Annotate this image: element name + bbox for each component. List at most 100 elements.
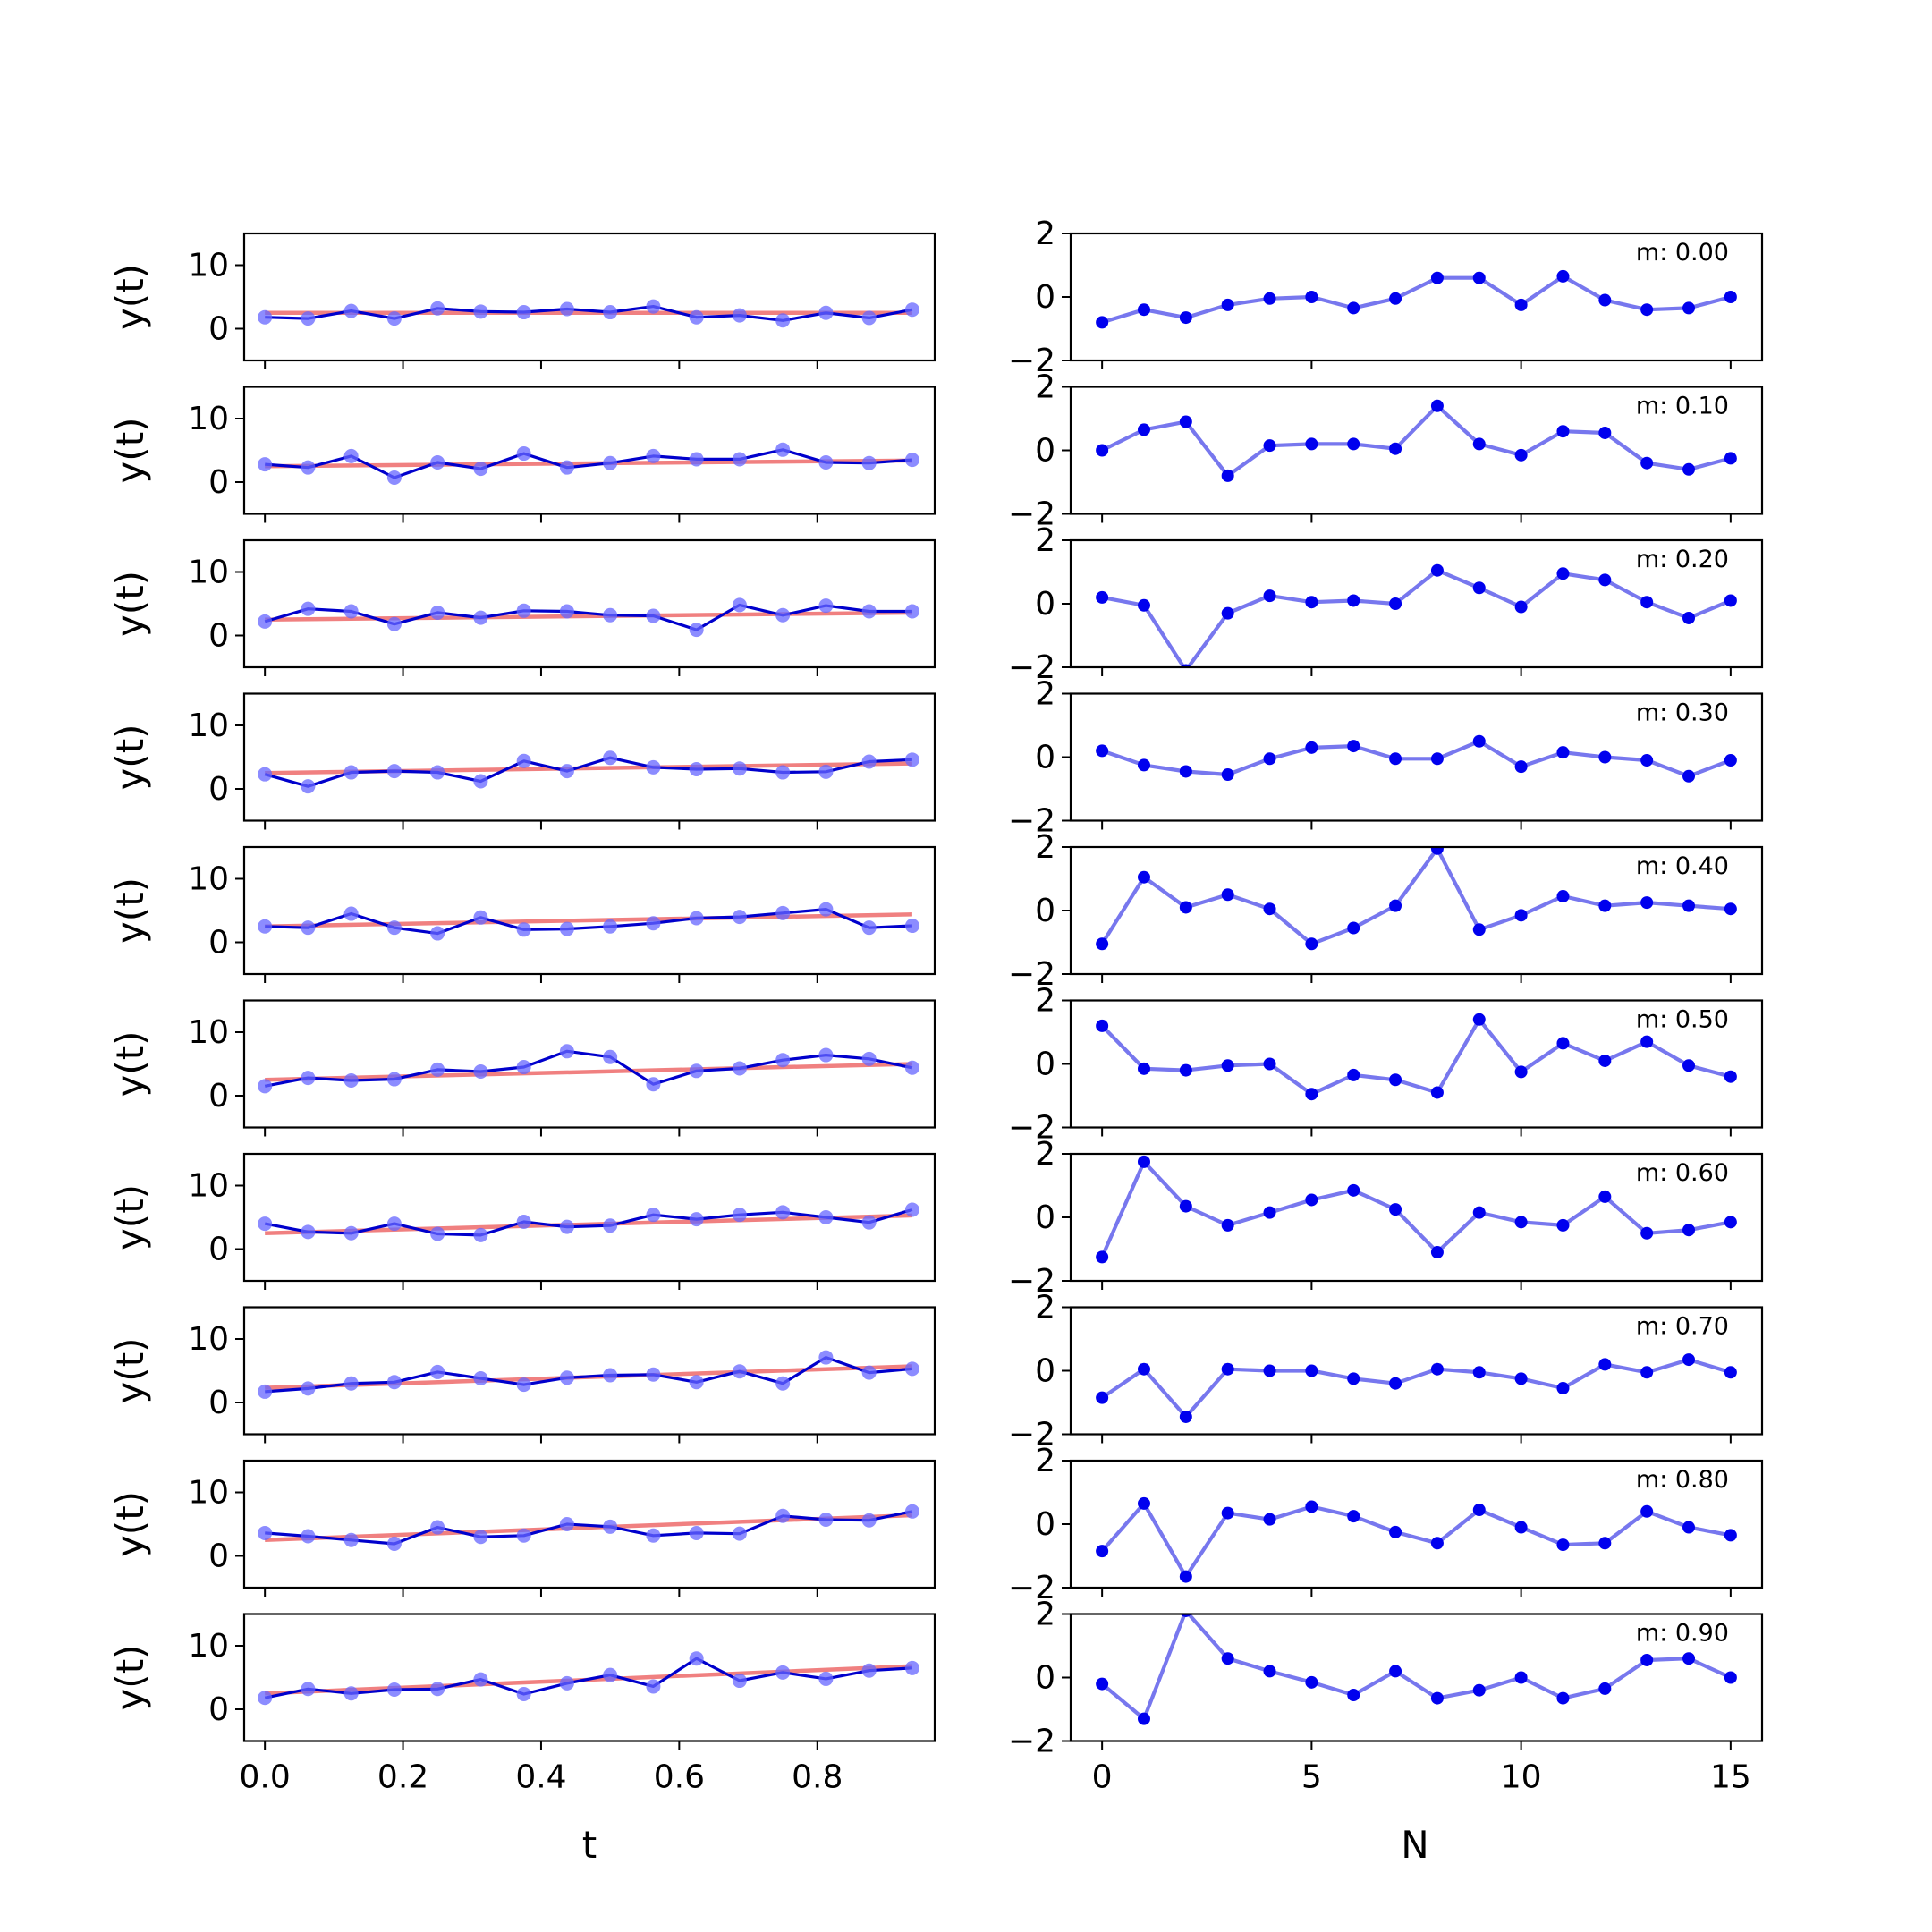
right-panel-6: −2 0 2 m: 0.60: [1008, 1136, 1764, 1300]
data-point: [386, 311, 402, 326]
data-point: [775, 442, 791, 457]
residual-point: [1347, 1689, 1360, 1702]
data-point: [603, 1049, 618, 1064]
right-panel-plot-area: [1096, 1353, 1737, 1423]
residual-point: [1682, 301, 1696, 315]
left-panel-frame: [242, 999, 936, 1129]
data-point: [818, 305, 834, 320]
residual-point: [1347, 1510, 1360, 1523]
data-point: [818, 902, 834, 917]
data-point: [516, 1060, 531, 1075]
residual-point: [1640, 1504, 1654, 1518]
residual-point: [1179, 901, 1192, 914]
residual-point: [1682, 462, 1696, 476]
data-point: [343, 448, 359, 463]
fit-line: [265, 1062, 912, 1082]
residual-point: [1430, 1362, 1444, 1376]
y-tick-label: −2: [1008, 1263, 1055, 1300]
residual-point: [1724, 1216, 1737, 1229]
y-tick-label: 0: [1035, 586, 1055, 623]
y-tick-label: 2: [1035, 369, 1055, 406]
residual-point: [1389, 1525, 1402, 1538]
data-point: [904, 752, 919, 767]
residual-point: [1472, 1683, 1486, 1697]
residual-point: [1389, 1377, 1402, 1390]
residual-point: [1137, 1155, 1150, 1168]
residual-point: [1137, 1062, 1150, 1075]
data-point: [301, 311, 316, 326]
right-panel-background: [1071, 1000, 1762, 1128]
residual-point: [1514, 448, 1528, 462]
data-point: [818, 764, 834, 779]
data-point: [861, 1513, 877, 1528]
y-tick-label: 0: [208, 1538, 229, 1575]
data-series-line: [264, 1657, 912, 1699]
data-point: [516, 922, 531, 937]
y-tick-label: 10: [188, 1321, 229, 1358]
right-panel-plot-area: [1096, 1614, 1737, 1725]
x-tick-label: 0.4: [515, 1759, 566, 1796]
data-point: [732, 452, 747, 467]
residual-point: [1640, 596, 1654, 609]
data-point: [559, 1044, 574, 1059]
data-point: [386, 1682, 402, 1697]
residual-point: [1347, 594, 1360, 607]
data-point: [430, 1062, 445, 1077]
right-x-axis-label: N: [1401, 1823, 1428, 1867]
residual-series-line: [1101, 568, 1732, 667]
data-point: [343, 1686, 359, 1701]
residual-point: [1472, 581, 1486, 595]
data-point: [301, 1381, 316, 1396]
data-point: [689, 623, 704, 638]
residual-point: [1598, 293, 1612, 307]
y-tick-label: 0: [1035, 1199, 1055, 1236]
residual-point: [1263, 292, 1276, 305]
data-point: [775, 1508, 791, 1523]
y-tick-label: 10: [188, 401, 229, 437]
residual-point: [1137, 303, 1150, 317]
residual-series-line: [1101, 403, 1732, 479]
data-series-line: [265, 1355, 913, 1394]
y-tick-label: 2: [1035, 829, 1055, 866]
right-panel-4: −2 0 2 m: 0.40: [1008, 829, 1764, 993]
y-axis-label: y(t): [108, 264, 152, 330]
data-point: [689, 1525, 704, 1540]
left-panel-background: [244, 386, 935, 514]
residual-point: [1430, 564, 1444, 577]
y-tick-label: 0: [208, 311, 229, 348]
data-point: [301, 779, 316, 794]
residual-point: [1598, 1190, 1612, 1203]
left-x-axis-label: t: [582, 1823, 597, 1867]
residual-point: [1179, 1199, 1192, 1213]
residual-point: [1305, 437, 1318, 451]
data-point: [732, 1364, 747, 1379]
residual-point: [1096, 590, 1109, 604]
residual-point: [1556, 1382, 1570, 1395]
data-series-line: [264, 756, 912, 788]
data-point: [430, 301, 445, 316]
data-point: [603, 1519, 618, 1534]
data-point: [646, 1528, 661, 1543]
y-tick-label: 0: [1035, 1506, 1055, 1543]
residual-series-line: [1100, 847, 1732, 946]
y-tick-label: 0: [1035, 740, 1055, 776]
data-point: [473, 304, 488, 319]
data-point: [473, 1371, 488, 1386]
data-point: [904, 453, 919, 468]
y-tick-label: 0: [208, 618, 229, 655]
residual-point: [1682, 769, 1696, 783]
x-tick-label: 0.2: [377, 1759, 428, 1796]
data-point: [775, 607, 791, 623]
residual-point: [1640, 303, 1654, 317]
x-tick-label: 0: [1092, 1759, 1113, 1796]
data-point: [861, 310, 877, 326]
data-point: [559, 1517, 574, 1531]
y-tick-label: −2: [1008, 343, 1055, 379]
y-tick-label: 2: [1035, 983, 1055, 1020]
data-point: [603, 455, 618, 470]
data-point: [646, 448, 661, 463]
data-series-line: [264, 1208, 913, 1237]
data-point: [430, 454, 445, 470]
residual-series-line: [1100, 1357, 1732, 1419]
left-panel-0: 0 10 y(t): [108, 232, 936, 369]
